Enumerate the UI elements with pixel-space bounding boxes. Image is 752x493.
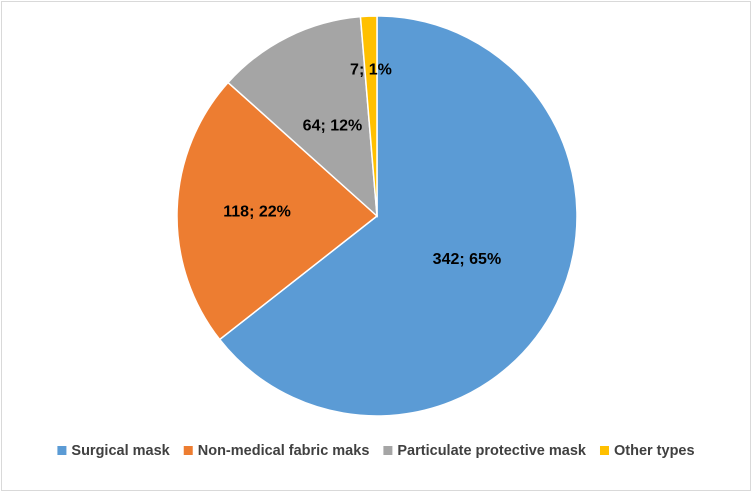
pie-slice bbox=[218, 15, 578, 417]
legend-swatch bbox=[183, 446, 193, 455]
legend-label: Particulate protective mask bbox=[397, 443, 587, 459]
legend-swatch bbox=[57, 446, 67, 455]
data-label: 64; 12% bbox=[303, 118, 363, 135]
data-label: 7; 1% bbox=[350, 61, 392, 78]
legend-label: Other types bbox=[614, 443, 695, 459]
legend-swatch bbox=[383, 446, 393, 455]
pie-slice bbox=[359, 15, 378, 217]
pie-slice bbox=[226, 15, 378, 218]
legend-swatch bbox=[599, 446, 609, 455]
data-label: 342; 65% bbox=[433, 251, 502, 268]
legend-label: Non-medical fabric maks bbox=[198, 443, 370, 459]
data-label: 118; 22% bbox=[223, 203, 291, 220]
pie-slice bbox=[176, 81, 379, 341]
legend-label: Surgical mask bbox=[71, 443, 170, 459]
